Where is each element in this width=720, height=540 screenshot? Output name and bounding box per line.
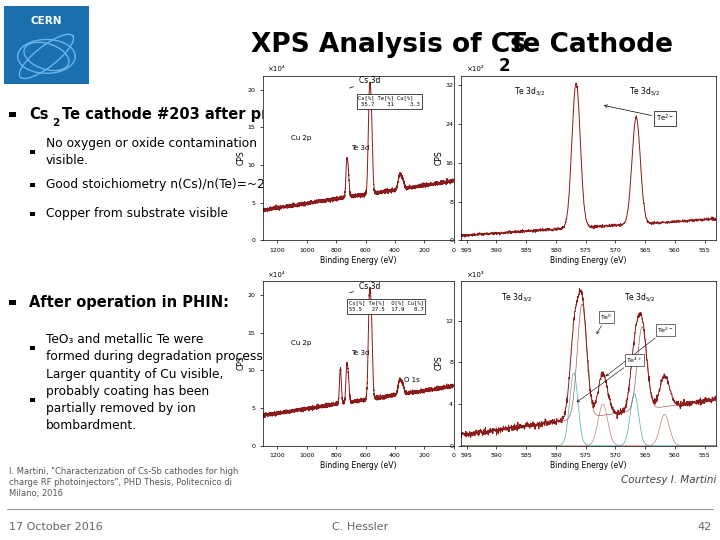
Y-axis label: CPS: CPS [237,356,246,370]
Text: Te 3d$_{5/2}$: Te 3d$_{5/2}$ [629,86,660,98]
Text: Te$^{2-}$: Te$^{2-}$ [606,326,674,376]
Text: Cs 3d: Cs 3d [349,77,380,88]
Text: ×10³: ×10³ [466,272,484,278]
Text: Te cathode #203 after production:: Te cathode #203 after production: [62,107,346,122]
Text: 2: 2 [498,57,510,75]
Bar [30,150,35,154]
Text: C. Hessler: C. Hessler [332,522,388,532]
Bar [30,397,35,402]
Text: Cu 2p: Cu 2p [291,135,311,141]
X-axis label: Binding Energy (eV): Binding Energy (eV) [550,461,627,470]
Y-axis label: CPS: CPS [435,151,444,165]
Bar [9,300,17,306]
Text: I. Martini, "Characterization of Cs-Sb cathodes for high
charge RF photoinjector: I. Martini, "Characterization of Cs-Sb c… [9,467,239,498]
Text: O 1s: O 1s [404,376,420,383]
X-axis label: Binding Energy (eV): Binding Energy (eV) [320,256,397,265]
Text: Te 3d$_{3/2}$: Te 3d$_{3/2}$ [514,86,546,98]
Text: Te 3d: Te 3d [351,145,369,151]
Text: Cs: Cs [29,107,48,122]
Text: Courtesy I. Martini: Courtesy I. Martini [621,475,716,485]
Text: ×10⁴: ×10⁴ [266,66,284,72]
Text: Larger quantity of Cu visible,
probably coating has been
partially removed by io: Larger quantity of Cu visible, probably … [46,368,223,431]
Text: Te$^{0}$: Te$^{0}$ [597,312,613,334]
Bar [30,346,35,350]
Text: 42: 42 [697,522,711,532]
Text: Te$^{4+}$: Te$^{4+}$ [577,355,643,402]
Text: Cs[%] Te[%]  O[%] Cu[%]
55.5   27.5  17.9   8.7: Cs[%] Te[%] O[%] Cu[%] 55.5 27.5 17.9 8.… [348,301,423,312]
Text: Te 3d: Te 3d [351,350,369,356]
Text: ×10²: ×10² [466,66,484,72]
Text: After operation in PHIN:: After operation in PHIN: [29,295,229,310]
Y-axis label: CPS: CPS [435,356,444,370]
Text: 17 October 2016: 17 October 2016 [9,522,102,532]
Text: Copper from substrate visible: Copper from substrate visible [46,207,228,220]
Text: ×10⁴: ×10⁴ [266,272,284,278]
X-axis label: Binding Energy (eV): Binding Energy (eV) [550,256,627,265]
Text: XPS Analysis of Cs: XPS Analysis of Cs [251,31,526,58]
Text: 2: 2 [53,118,60,128]
Text: CERN: CERN [31,16,62,26]
Text: Te$^{2-}$: Te$^{2-}$ [605,105,675,124]
Text: Te 3d$_{3/2}$: Te 3d$_{3/2}$ [501,291,533,303]
Text: Te Cathode: Te Cathode [508,31,673,58]
Bar [30,212,35,216]
Bar [9,112,17,118]
Text: No oxygen or oxide contamination
visible.: No oxygen or oxide contamination visible… [46,137,257,167]
Text: Te 3d$_{5/2}$: Te 3d$_{5/2}$ [624,291,655,303]
Text: Cs[%] Te[%] Cu[%]
 55.7    31     3.3: Cs[%] Te[%] Cu[%] 55.7 31 3.3 [359,96,420,107]
Y-axis label: CPS: CPS [237,151,246,165]
Text: Cs 3d: Cs 3d [349,282,380,293]
X-axis label: Binding Energy (eV): Binding Energy (eV) [320,461,397,470]
Text: Cu 2p: Cu 2p [291,340,311,346]
Bar [30,183,35,187]
Text: TeO₃ and metallic Te were
formed during degradation process: TeO₃ and metallic Te were formed during … [46,333,263,363]
Text: Good stoichiometry n(Cs)/n(Te)=~2: Good stoichiometry n(Cs)/n(Te)=~2 [46,178,265,191]
